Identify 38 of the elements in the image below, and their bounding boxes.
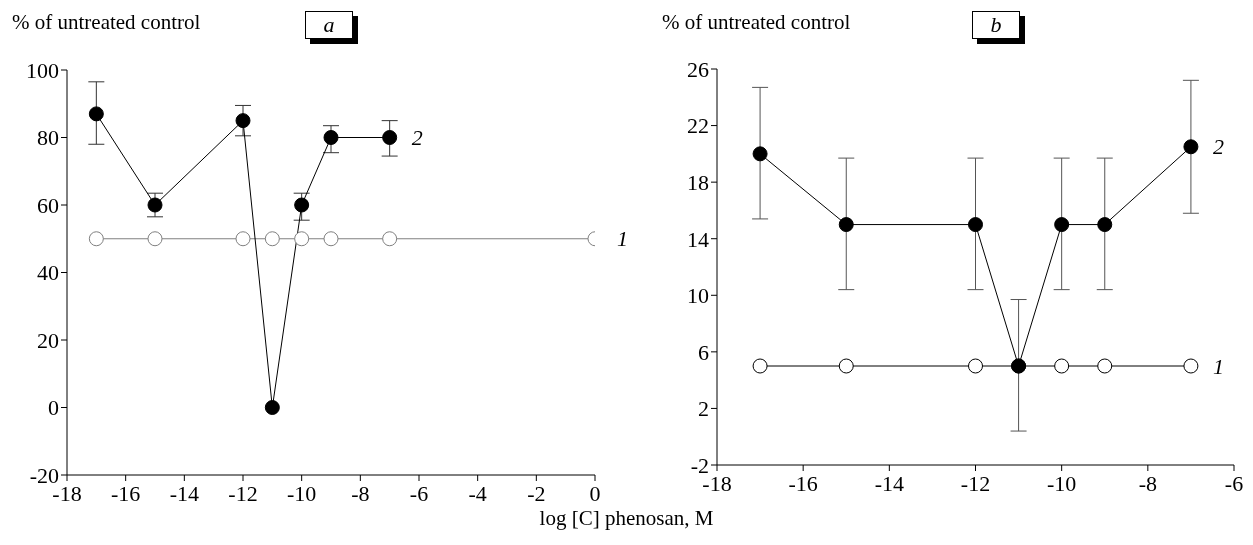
y-tick-label: 2 <box>698 396 709 422</box>
y-tick-label: 22 <box>687 113 709 139</box>
y-tick-label: 14 <box>687 226 709 252</box>
y-tick-label: -2 <box>690 452 709 478</box>
y-axis-title: % of untreated control <box>662 10 851 35</box>
chart-title: b <box>972 11 1020 39</box>
x-axis-title: log [C] phenosan, M <box>538 506 715 531</box>
series-label: 1 <box>617 226 628 252</box>
x-tick-label: -4 <box>468 480 487 506</box>
x-tick-label: -8 <box>351 480 370 506</box>
x-tick-label: 0 <box>589 480 601 506</box>
x-tick-label: -16 <box>788 470 818 496</box>
chart-title: a <box>305 11 353 39</box>
x-tick-label: -14 <box>874 470 904 496</box>
series-label: 2 <box>1212 134 1224 160</box>
series-label: 2 <box>411 125 423 151</box>
y-tick-label: 26 <box>687 56 709 82</box>
x-tick-label: -12 <box>228 480 258 506</box>
x-tick-label: -10 <box>1047 470 1077 496</box>
y-tick-label: 6 <box>698 339 709 365</box>
series-label: 1 <box>1212 353 1224 379</box>
x-tick-label: -6 <box>1224 470 1244 496</box>
x-tick-label: -14 <box>169 480 199 506</box>
x-tick-label: -2 <box>527 480 546 506</box>
y-tick-label: 60 <box>37 192 59 218</box>
y-tick-label: 100 <box>26 57 59 83</box>
y-tick-label: 80 <box>37 125 59 151</box>
x-tick-label: -12 <box>960 470 991 496</box>
x-tick-label: -8 <box>1138 470 1157 496</box>
y-axis-title: % of untreated control <box>12 10 201 35</box>
y-tick-label: 40 <box>37 260 59 286</box>
x-tick-label: -10 <box>287 480 317 506</box>
x-tick-label: -6 <box>409 480 429 506</box>
y-tick-label: 18 <box>687 169 709 195</box>
y-tick-label: 0 <box>48 395 59 421</box>
y-tick-label: 20 <box>37 327 59 353</box>
x-tick-label: -16 <box>111 480 141 506</box>
y-tick-label: 10 <box>687 283 709 309</box>
